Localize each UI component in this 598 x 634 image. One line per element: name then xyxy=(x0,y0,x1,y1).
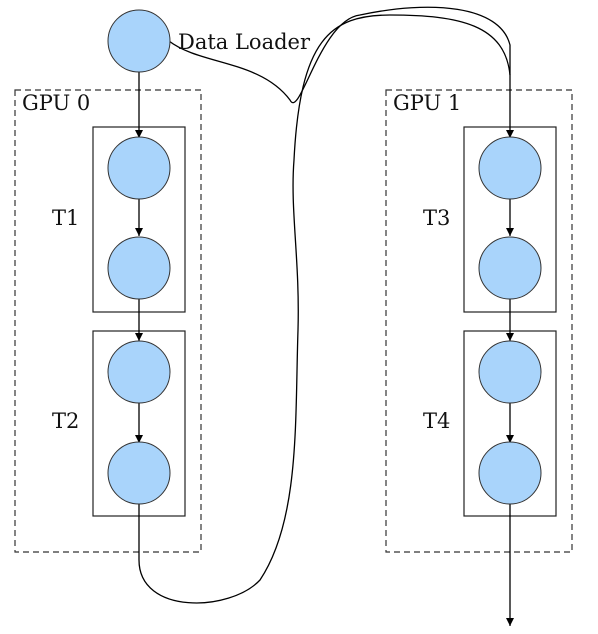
t3-node-1 xyxy=(478,136,542,200)
gpu-0-box xyxy=(14,89,202,553)
stage-label-t3: T3 xyxy=(423,206,450,230)
edge-t2-to-gpu1 xyxy=(138,14,511,604)
t3-node-2 xyxy=(478,236,542,300)
t1-node-1 xyxy=(107,136,171,200)
gpu-1-label: GPU 1 xyxy=(393,91,461,115)
data-loader-label: Data Loader xyxy=(178,30,311,54)
stage-label-t2: T2 xyxy=(52,409,79,433)
t1-node-2 xyxy=(107,236,171,300)
stage-label-t4: T4 xyxy=(423,409,450,433)
gpu-1-box xyxy=(385,89,573,553)
stage-label-t1: T1 xyxy=(52,206,79,230)
t2-node-2 xyxy=(107,441,171,505)
edge-loader-to-t3 xyxy=(168,6,514,138)
t4-node-2 xyxy=(478,441,542,505)
data-loader-node xyxy=(107,9,171,73)
gpu-0-label: GPU 0 xyxy=(22,91,90,115)
t2-node-1 xyxy=(107,340,171,404)
t4-node-1 xyxy=(478,340,542,404)
